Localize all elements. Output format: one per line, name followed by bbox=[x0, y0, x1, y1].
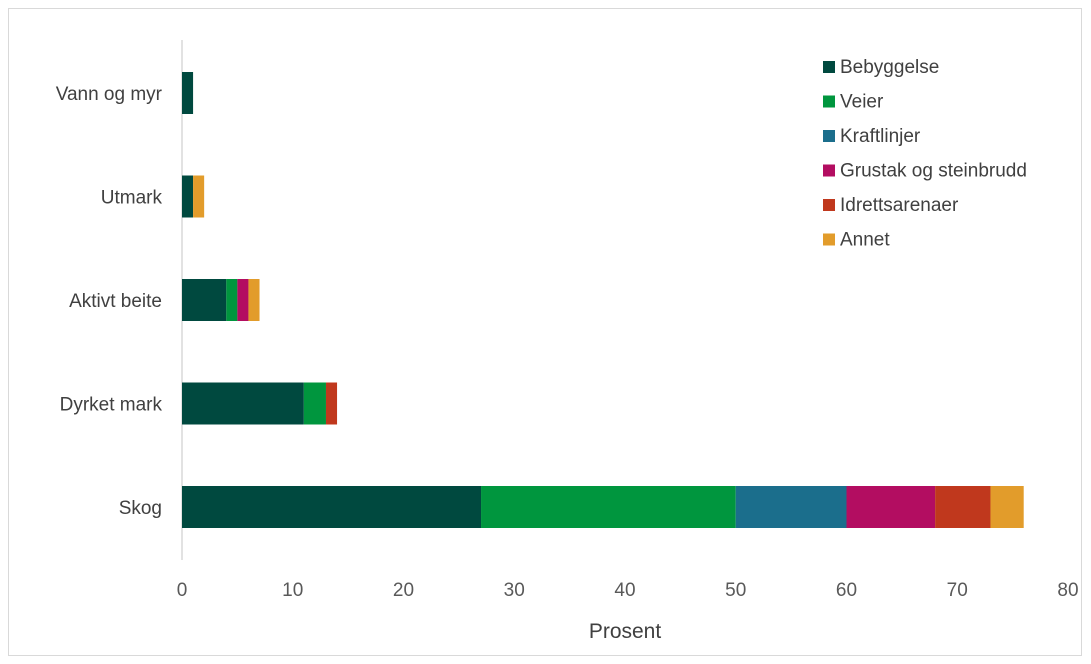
legend-swatch bbox=[823, 199, 835, 211]
bar-segment bbox=[237, 279, 249, 321]
legend-swatch bbox=[823, 233, 835, 246]
x-tick-label: 70 bbox=[947, 580, 968, 601]
legend-label: Idrettsarenaer bbox=[840, 195, 959, 216]
bar-segment bbox=[226, 279, 238, 321]
bar-segment bbox=[182, 72, 194, 114]
x-tick-label: 80 bbox=[1057, 580, 1078, 601]
x-tick-label: 30 bbox=[504, 580, 525, 601]
category-labels: Skog Dyrket mark Aktivt beite Utmark Vann og… bbox=[56, 84, 163, 519]
x-tick-label: 60 bbox=[836, 580, 857, 601]
bar-segment bbox=[182, 279, 227, 321]
legend-swatch bbox=[823, 61, 835, 73]
x-tick-label: 20 bbox=[393, 580, 414, 601]
legend-label: Bebyggelse bbox=[840, 57, 939, 78]
bar-segment bbox=[846, 486, 936, 528]
x-tick-label: 10 bbox=[282, 580, 303, 601]
bar-segment bbox=[481, 486, 736, 528]
bar-segment bbox=[182, 175, 194, 218]
legend-label: Annet bbox=[840, 230, 890, 251]
bar-segment bbox=[935, 486, 991, 528]
category-label: Vann og myr bbox=[56, 84, 163, 105]
bar-segment bbox=[248, 279, 260, 321]
bar-segment bbox=[325, 382, 338, 425]
legend-label: Grustak og steinbrudd bbox=[840, 161, 1027, 182]
bar-segment bbox=[193, 175, 205, 218]
category-label: Skog bbox=[119, 498, 162, 519]
legend-label: Kraftlinjer bbox=[840, 126, 921, 147]
x-tick-label: 50 bbox=[725, 580, 746, 601]
bar-segment bbox=[182, 486, 482, 528]
bars-group bbox=[182, 72, 1024, 528]
x-tick-labels: 0 10 20 30 40 50 60 70 80 bbox=[177, 580, 1079, 601]
legend-swatch bbox=[823, 164, 835, 177]
x-tick-label: 0 bbox=[177, 580, 188, 601]
category-label: Utmark bbox=[101, 188, 163, 209]
legend-label: Veier bbox=[840, 92, 884, 113]
bar-segment bbox=[303, 382, 326, 425]
chart-frame bbox=[8, 8, 1082, 656]
category-label: Aktivt beite bbox=[69, 291, 162, 312]
legend-swatch bbox=[823, 130, 835, 142]
bar-segment bbox=[990, 486, 1024, 528]
legend: Bebyggelse Veier Kraftlinjer Grustak og ste… bbox=[823, 57, 1027, 251]
bar-segment bbox=[182, 382, 304, 425]
x-axis-title: Prosent bbox=[589, 620, 662, 643]
x-tick-label: 40 bbox=[614, 580, 635, 601]
legend-swatch bbox=[823, 95, 835, 108]
bar-segment bbox=[735, 486, 847, 528]
category-label: Dyrket mark bbox=[60, 395, 163, 416]
